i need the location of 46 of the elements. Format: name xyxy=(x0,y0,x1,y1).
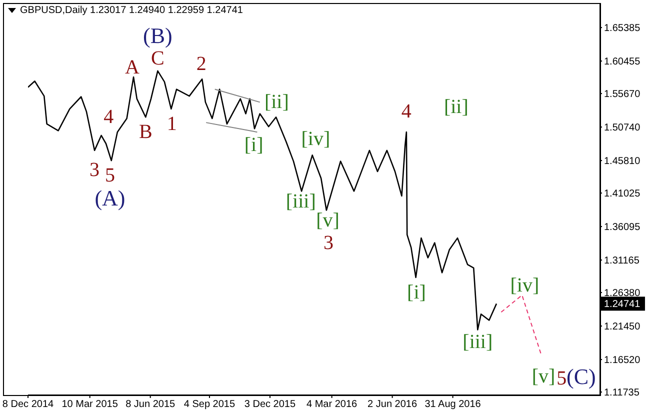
x-tick-label: 2 Jun 2016 xyxy=(368,399,418,410)
x-tick-label: 4 Sep 2015 xyxy=(184,399,236,410)
y-tick-label: 1.45810 xyxy=(604,156,641,168)
y-tick-label: 1.36095 xyxy=(604,222,641,234)
y-tick-label: 1.11735 xyxy=(604,388,640,399)
y-tick-label: 1.16520 xyxy=(604,355,641,366)
annotation: [iv] xyxy=(301,128,330,150)
y-tick-label: 1.26380 xyxy=(604,288,641,300)
annotation: 4 xyxy=(104,106,114,128)
annotation: 3 xyxy=(90,159,100,182)
annotation: 5 xyxy=(105,164,115,187)
y-tick-label: 1.50740 xyxy=(604,122,641,134)
annotation: A xyxy=(124,56,140,79)
y-tick-label: 1.21450 xyxy=(604,322,641,333)
y-tick-label: 1.31165 xyxy=(604,256,640,267)
x-tick-label: 10 Mar 2015 xyxy=(62,399,118,410)
x-tick-label: 31 Aug 2016 xyxy=(424,399,482,410)
annotation: 1 xyxy=(166,112,177,135)
annotation: [iii] xyxy=(286,190,316,212)
annotation: [v] xyxy=(532,366,556,388)
x-tick-label: 4 Mar 2016 xyxy=(306,399,358,410)
annotation: [iv] xyxy=(510,274,540,297)
annotation: 2 xyxy=(196,53,206,76)
annotation: B xyxy=(138,121,152,144)
text: 1.24741 xyxy=(604,299,641,310)
annotation: [v] xyxy=(316,209,340,232)
x-tick-label: 3 Dec 2015 xyxy=(244,399,296,410)
chart-title: GBPUSD,Daily 1.23017 1.24940 1.22959 1.24741 xyxy=(20,5,243,16)
annotation: [ii] xyxy=(264,91,289,114)
annotation: (C) xyxy=(566,364,596,390)
y-tick-label: 1.60455 xyxy=(604,56,641,68)
annotation: C xyxy=(151,48,164,70)
annotation: 4 xyxy=(401,100,412,123)
annotation: 5 xyxy=(556,368,567,390)
annotation: (B) xyxy=(143,23,172,48)
annotation: [i] xyxy=(407,281,426,304)
y-tick-label: 1.55670 xyxy=(604,89,641,100)
annotation: (A) xyxy=(94,185,126,210)
annotation: [i] xyxy=(244,134,264,156)
y-tick-label: 1.65385 xyxy=(604,23,641,34)
x-tick-label: 8 Jun 2015 xyxy=(126,399,176,410)
annotation: [iii] xyxy=(462,331,493,354)
y-tick-label: 1.41025 xyxy=(604,188,641,200)
annotation: 3 xyxy=(323,232,334,254)
x-tick-label: 8 Dec 2014 xyxy=(2,399,54,410)
annotation: [ii] xyxy=(444,96,468,118)
